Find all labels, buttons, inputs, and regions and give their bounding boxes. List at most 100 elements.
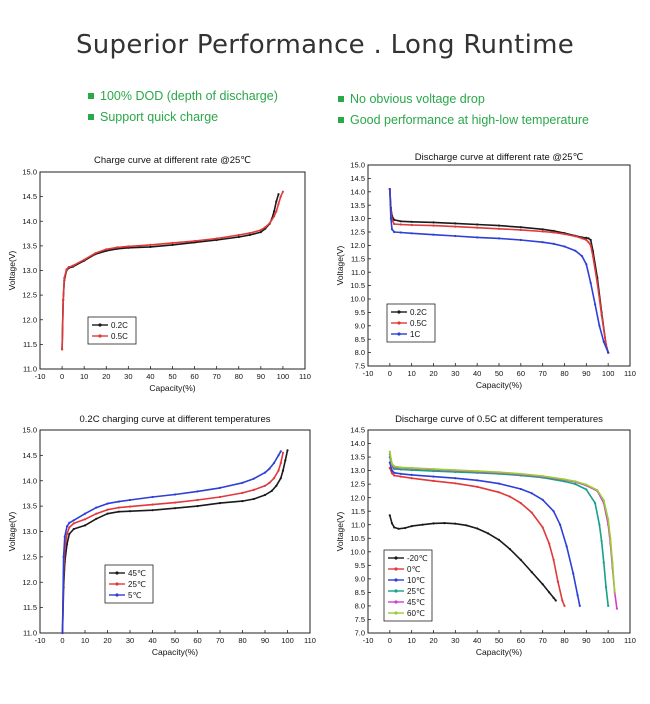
- bullet-icon: [88, 92, 94, 99]
- data-point: [94, 252, 97, 255]
- data-point: [106, 508, 109, 511]
- legend-marker: [394, 600, 398, 604]
- y-tick-label: 9.5: [355, 308, 365, 317]
- data-point: [432, 467, 435, 471]
- data-point: [128, 498, 132, 502]
- data-point: [61, 348, 64, 351]
- x-tick-label: 110: [624, 636, 636, 645]
- data-point: [572, 572, 575, 575]
- data-point: [476, 485, 479, 488]
- x-tick-label: 90: [257, 372, 265, 381]
- y-tick-label: 14.0: [22, 476, 37, 485]
- data-point: [263, 471, 267, 474]
- y-tick-label: 13.5: [350, 453, 365, 462]
- data-point: [607, 518, 610, 521]
- data-point: [552, 229, 555, 232]
- data-point: [272, 461, 276, 465]
- data-point: [388, 450, 391, 453]
- data-point: [497, 482, 501, 485]
- x-tick-label: 100: [602, 636, 615, 645]
- discharge-temperature-chart: Discharge curve of 0.5C at different tem…: [335, 414, 636, 657]
- data-point: [279, 477, 282, 480]
- legend-marker: [115, 571, 119, 575]
- legend-label: 1C: [410, 330, 420, 339]
- data-point: [72, 527, 75, 531]
- y-tick-label: 14.0: [350, 187, 365, 196]
- data-point: [281, 451, 285, 454]
- data-point: [476, 226, 479, 229]
- data-point: [72, 264, 75, 267]
- data-point: [83, 258, 86, 261]
- data-point: [607, 351, 610, 354]
- data-point: [389, 217, 392, 220]
- data-point: [65, 268, 68, 271]
- data-point: [393, 230, 396, 234]
- x-tick-label: 60: [193, 636, 201, 645]
- data-point: [399, 472, 402, 475]
- data-point: [72, 519, 75, 522]
- data-point: [563, 604, 566, 607]
- data-point: [497, 491, 501, 494]
- data-point: [128, 505, 132, 508]
- y-tick-label: 12.5: [350, 480, 365, 489]
- data-point: [273, 210, 276, 213]
- legend-box: [87, 316, 137, 345]
- x-tick-label: 110: [624, 369, 636, 378]
- data-point: [476, 236, 479, 239]
- y-tick-label: 7.5: [355, 362, 365, 371]
- data-point: [62, 298, 65, 302]
- data-point: [574, 235, 577, 238]
- data-point: [410, 223, 413, 227]
- chart-title: Charge curve at different rate @25℃: [94, 155, 251, 166]
- data-point: [454, 222, 457, 225]
- x-tick-label: 70: [538, 636, 546, 645]
- legend-label: 10℃: [407, 576, 425, 585]
- chart-title: Discharge curve at different rate @25℃: [415, 152, 584, 163]
- legend-label: 25℃: [128, 580, 146, 589]
- data-point: [116, 246, 119, 249]
- data-point: [519, 238, 522, 242]
- data-point: [585, 263, 588, 266]
- y-tick-label: 7.0: [355, 629, 365, 638]
- data-point: [410, 525, 413, 528]
- x-tick-label: 40: [148, 636, 156, 645]
- feature-label: Support quick charge: [100, 110, 219, 124]
- data-point: [508, 495, 511, 498]
- data-point: [268, 222, 271, 225]
- x-tick-label: 110: [299, 372, 311, 381]
- data-point: [602, 561, 605, 564]
- data-point: [574, 483, 577, 486]
- data-point: [65, 532, 69, 536]
- y-tick-label: 12.0: [22, 315, 37, 324]
- data-point: [252, 488, 255, 491]
- x-tick-label: 0: [60, 636, 64, 645]
- x-tick-label: 110: [304, 636, 316, 645]
- y-tick-label: 14.5: [350, 174, 365, 183]
- data-point: [68, 532, 71, 536]
- data-point: [399, 466, 402, 469]
- page-title: Superior Performance . Long Runtime: [75, 30, 575, 60]
- data-point: [554, 599, 557, 602]
- y-tick-label: 13.0: [350, 466, 365, 475]
- data-point: [65, 543, 69, 546]
- data-point: [552, 231, 555, 234]
- data-point: [602, 340, 605, 343]
- legend-label: 25℃: [407, 587, 425, 596]
- data-point: [432, 221, 435, 224]
- data-point: [563, 245, 566, 248]
- data-point: [552, 596, 555, 599]
- data-point: [594, 502, 597, 505]
- x-tick-label: 30: [126, 636, 134, 645]
- data-point: [151, 503, 154, 506]
- legend-label: 45℃: [128, 569, 146, 578]
- data-point: [432, 233, 435, 236]
- data-point: [264, 226, 267, 229]
- data-point: [263, 493, 267, 497]
- data-point: [454, 522, 457, 525]
- data-point: [432, 224, 435, 227]
- y-tick-label: 9.0: [355, 321, 365, 330]
- feature-item: No obvious voltage drop: [338, 92, 485, 106]
- data-point: [541, 526, 544, 529]
- data-point: [541, 583, 544, 586]
- x-axis-label: Capacity(%): [476, 647, 522, 657]
